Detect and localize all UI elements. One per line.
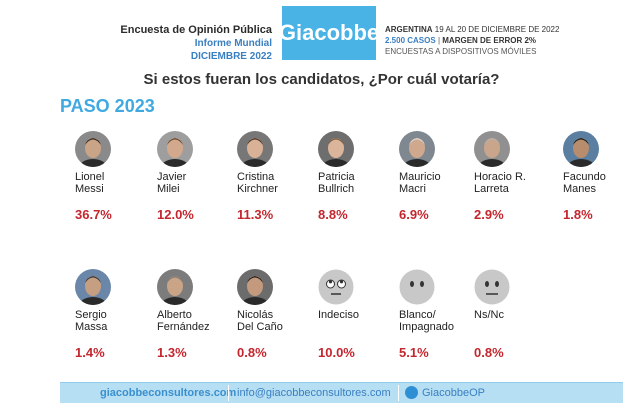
candidate-name-line: Indeciso <box>318 309 359 321</box>
section-title: PASO 2023 <box>60 96 155 116</box>
vote-percentage: 0.8% <box>474 345 504 360</box>
candidate-name: Horacio R. Larreta <box>474 171 552 197</box>
twitter-handle[interactable]: GiacobbeOP <box>422 387 485 399</box>
candidate-card: Patricia Bullrich 8.8% <box>318 131 396 222</box>
website-link[interactable]: giacobbeconsultores.com <box>100 387 237 399</box>
candidate-name-line: Alberto <box>157 309 192 321</box>
survey-dates: ARGENTINA 19 AL 20 DE DICIEMBRE DE 2022 <box>385 24 635 35</box>
brand-logo: Giacobbe <box>279 6 379 60</box>
candidate-name: Facundo Manes <box>563 171 641 197</box>
candidate-card: Sergio Massa 1.4% <box>75 269 153 360</box>
vote-percentage: 6.9% <box>399 207 429 222</box>
candidate-name-line: Mauricio <box>399 171 441 183</box>
email-link[interactable]: info@giacobbeconsultores.com <box>237 387 391 399</box>
survey-type: Encuesta de Opinión Pública <box>120 24 272 36</box>
candidate-name: Ns/Nc <box>474 309 552 335</box>
candidate-photo <box>75 131 111 167</box>
candidate-card: Alberto Fernández 1.3% <box>157 269 235 360</box>
candidate-name-line: Massa <box>75 321 108 333</box>
candidate-name: Lionel Messi <box>75 171 153 197</box>
candidate-name-line: Blanco/ <box>399 309 436 321</box>
vote-percentage: 11.3% <box>237 207 274 222</box>
candidate-name-line: Macri <box>399 183 426 195</box>
sample-size: 2.500 CASOS <box>385 36 436 45</box>
footer-bar: giacobbeconsultores.com info@giacobbecon… <box>60 382 623 403</box>
survey-method: ENCUESTAS A DISPOSITIVOS MÓVILES <box>385 47 537 56</box>
vote-percentage: 10.0% <box>318 345 355 360</box>
twitter-icon <box>405 386 418 399</box>
candidate-photo <box>157 131 193 167</box>
rolling-eyes-face-icon <box>318 269 354 305</box>
candidate-name-line: Milei <box>157 183 180 195</box>
candidate-name: Mauricio Macri <box>399 171 477 197</box>
candidate-photo <box>474 131 510 167</box>
report-name: Informe Mundial <box>194 38 272 49</box>
survey-header-right: ARGENTINA 19 AL 20 DE DICIEMBRE DE 2022 … <box>385 24 635 57</box>
candidate-card: Mauricio Macri 6.9% <box>399 131 477 222</box>
candidate-name-line: Kirchner <box>237 183 278 195</box>
candidate-card: Lionel Messi 36.7% <box>75 131 153 222</box>
candidate-card: Blanco/Impagnado 5.1% <box>399 269 477 360</box>
candidate-name: Sergio Massa <box>75 309 153 335</box>
report-date: DICIEMBRE 2022 <box>190 51 272 62</box>
vote-percentage: 5.1% <box>399 345 429 360</box>
candidate-card: Indeciso 10.0% <box>318 269 396 360</box>
candidate-name: Blanco/Impagnado <box>399 309 477 335</box>
candidate-photo <box>563 131 599 167</box>
candidate-name-line: Nicolás <box>237 309 274 321</box>
vote-percentage: 2.9% <box>474 207 504 222</box>
candidate-name: Patricia Bullrich <box>318 171 396 197</box>
candidate-name: Javier Milei <box>157 171 235 197</box>
candidate-card: Horacio R. Larreta 2.9% <box>474 131 552 222</box>
vote-percentage: 1.4% <box>75 345 105 360</box>
candidate-card: Javier Milei 12.0% <box>157 131 235 222</box>
vote-percentage: 8.8% <box>318 207 348 222</box>
candidate-card: Facundo Manes 1.8% <box>563 131 641 222</box>
candidate-name-line: Messi <box>75 183 104 195</box>
candidate-name: Cristina Kirchner <box>237 171 315 197</box>
candidate-name-line: Del Caño <box>237 321 283 333</box>
vote-percentage: 36.7% <box>75 207 112 222</box>
candidate-photo <box>237 131 273 167</box>
margin-of-error: MARGEN DE ERROR 2% <box>442 36 537 45</box>
candidate-photo <box>318 131 354 167</box>
date-range: 19 AL 20 DE DICIEMBRE DE 2022 <box>434 25 560 34</box>
vote-percentage: 12.0% <box>157 207 194 222</box>
separator: | <box>437 36 441 45</box>
country: ARGENTINA <box>385 25 433 34</box>
candidate-name-line: Impagnado <box>399 321 455 333</box>
candidate-name-line: Patricia <box>318 171 355 183</box>
candidate-name-line: Sergio <box>75 309 107 321</box>
candidate-photo <box>75 269 111 305</box>
candidate-card: Cristina Kirchner 11.3% <box>237 131 315 222</box>
candidate-card: Ns/Nc 0.8% <box>474 269 552 360</box>
blank-face-icon <box>399 269 435 305</box>
candidate-name: Alberto Fernández <box>157 309 235 335</box>
candidate-name-line: Cristina <box>237 171 275 183</box>
candidate-name-line: Horacio R. <box>474 171 526 183</box>
vote-percentage: 1.8% <box>563 207 593 222</box>
survey-sample: 2.500 CASOS | MARGEN DE ERROR 2% <box>385 35 635 46</box>
candidate-name-line: Ns/Nc <box>474 309 504 321</box>
candidate-name-line: Bullrich <box>318 183 355 195</box>
candidate-photo <box>157 269 193 305</box>
candidate-name-line: Manes <box>563 183 597 195</box>
candidate-name-line: Javier <box>157 171 187 183</box>
candidate-name-line: Fernández <box>157 321 210 333</box>
survey-header-left: Encuesta de Opinión Pública Informe Mund… <box>110 24 272 63</box>
candidate-card: Nicolás Del Caño 0.8% <box>237 269 315 360</box>
vote-percentage: 1.3% <box>157 345 187 360</box>
candidate-photo <box>399 131 435 167</box>
poll-question: Si estos fueran los candidatos, ¿Por cuá… <box>143 71 500 88</box>
candidate-name-line: Lionel <box>75 171 105 183</box>
candidate-name: Indeciso <box>318 309 396 335</box>
candidate-name-line: Larreta <box>474 183 509 195</box>
neutral-face-icon <box>474 269 510 305</box>
vote-percentage: 0.8% <box>237 345 267 360</box>
candidate-photo <box>237 269 273 305</box>
footer-divider <box>398 385 399 401</box>
candidate-name: Nicolás Del Caño <box>237 309 315 335</box>
candidate-name-line: Facundo <box>563 171 606 183</box>
footer-divider <box>228 385 229 401</box>
